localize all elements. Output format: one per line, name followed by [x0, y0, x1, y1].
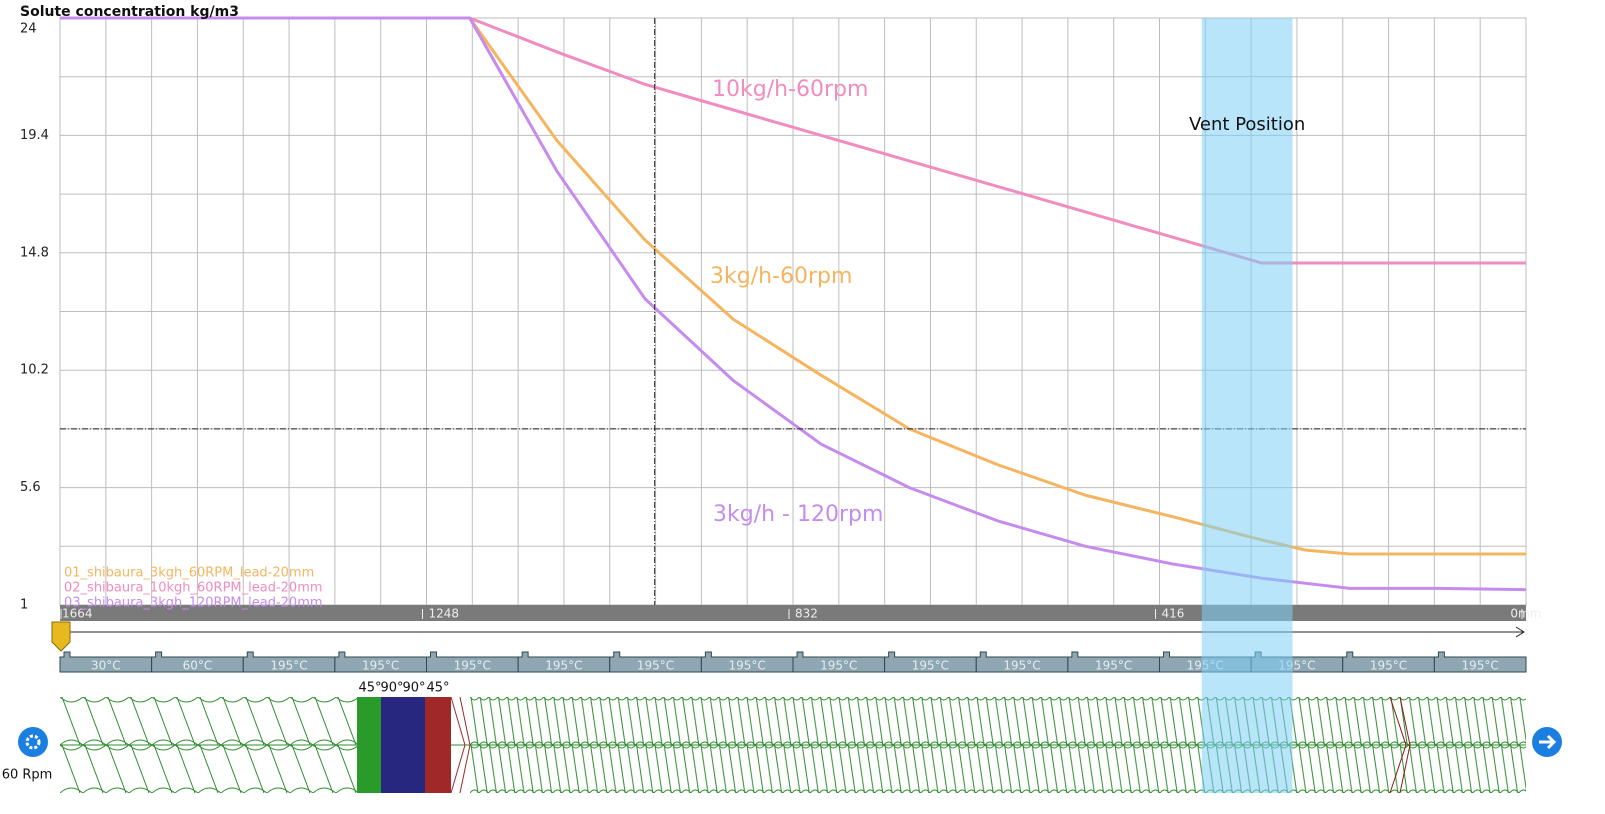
x-tick-label: 1664 [62, 607, 93, 621]
screw: 45°90°90° 45° [60, 681, 1526, 794]
series-annotation: 3kg/h - 120rpm [713, 502, 883, 527]
legend-entry: 01_shibaura_3kgh_60RPM_lead-20mm [64, 566, 314, 581]
kneading-label: 90° [402, 681, 425, 696]
barrel: 30°C 60°C 195°C 195°C 195°C 195°C 195°C 195°C 19… [59, 651, 1527, 673]
barrel-temperature: 195°C [820, 659, 857, 673]
y-tick-label: 5.6 [20, 480, 41, 495]
barrel-temperature: 195°C [362, 659, 399, 673]
y-tick-label: 14.8 [20, 245, 49, 260]
barrel-zone [1433, 651, 1527, 673]
x-axis-title: mm [1518, 607, 1541, 621]
x-tick-label: 0 [1510, 607, 1518, 621]
next-button[interactable] [1532, 727, 1562, 757]
barrel-temperature: 30°C [91, 659, 121, 673]
x-tick-label: 416 [1162, 607, 1185, 621]
series-line [60, 16, 1526, 265]
barrel-temperature: 195°C [454, 659, 491, 673]
position-slider[interactable] [51, 621, 1525, 652]
y-tick-label: 24 [20, 22, 37, 37]
barrel-temperature: 195°C [1370, 659, 1407, 673]
barrel-temperature: 195°C [270, 659, 307, 673]
kneading-block [381, 697, 425, 793]
barrel-temperature: 195°C [545, 659, 582, 673]
x-tick-label: 832 [795, 607, 818, 621]
kneading-block [357, 697, 381, 793]
barrel-temperature: 195°C [729, 659, 766, 673]
screw-speed: 60 Rpm [2, 768, 53, 783]
barrel-temperature: 195°C [637, 659, 674, 673]
vent-region [1201, 18, 1293, 793]
x-axis-bar [60, 605, 1526, 621]
kneading-label: 45° [358, 681, 381, 696]
barrel-temperature: 60°C [183, 659, 213, 673]
gear [25, 734, 41, 750]
y-axis-title: Solute concentration kg/m3 [20, 4, 239, 20]
legend-entry: 03_shibaura_3kgh_120RPM_lead-20mm [64, 596, 323, 611]
y-tick-label: 1 [20, 598, 28, 613]
x-tick-label: 1248 [429, 607, 460, 621]
slider-handle[interactable] [51, 621, 71, 652]
series-line [60, 16, 1527, 592]
series-line [60, 16, 1526, 556]
reverse-element [1389, 696, 1411, 794]
vent-label: Vent Position [1189, 114, 1305, 135]
reverse-element [450, 696, 471, 794]
arrow [1539, 734, 1557, 750]
kneading-labels: 45°90°90° 45° [358, 681, 449, 696]
y-tick-label: 10.2 [20, 363, 49, 378]
slider-arrow [1515, 626, 1525, 638]
barrel-temperature: 195°C [1095, 659, 1132, 673]
series-annotation: 3kg/h-60rpm [710, 264, 852, 289]
barrel-temperature: 195°C [1003, 659, 1040, 673]
barrel-temperature: 195°C [1462, 659, 1499, 673]
settings-icon[interactable] [18, 727, 48, 757]
kneading-label: 45° [426, 681, 449, 696]
y-tick-label: 19.4 [20, 128, 49, 143]
kneading-label: 90° [380, 681, 403, 696]
kneading-block [425, 697, 451, 793]
settings-button[interactable] [18, 727, 48, 757]
barrel-temperature: 195°C [912, 659, 949, 673]
legend-entry: 02_shibaura_10kgh_60RPM_lead-20mm [64, 581, 323, 596]
series-lines [60, 16, 1527, 592]
series-annotation: 10kg/h-60rpm [712, 77, 868, 102]
